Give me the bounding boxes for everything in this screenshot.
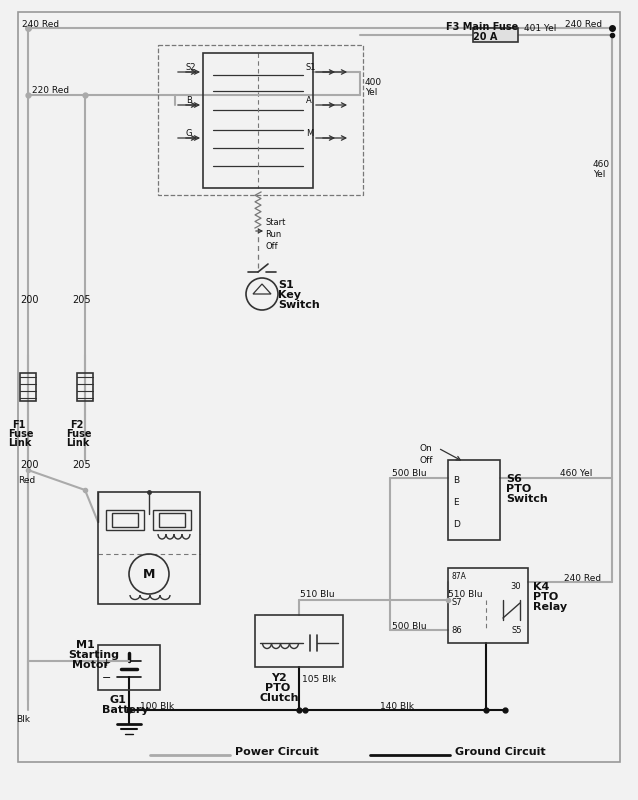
- Text: S2: S2: [186, 63, 197, 72]
- Text: 100 Blk: 100 Blk: [140, 702, 174, 711]
- Text: Link: Link: [8, 438, 31, 448]
- Text: 140 Blk: 140 Blk: [380, 702, 414, 711]
- Bar: [112, 513, 138, 527]
- Text: 240 Red: 240 Red: [565, 20, 602, 29]
- Text: S1: S1: [278, 280, 293, 290]
- Text: 20 A: 20 A: [473, 32, 497, 42]
- Text: Starting: Starting: [68, 650, 119, 660]
- Bar: [448, 568, 528, 643]
- Text: Motor: Motor: [72, 660, 109, 670]
- Text: S6: S6: [506, 474, 522, 484]
- Text: F2: F2: [70, 420, 84, 430]
- Text: 200: 200: [20, 460, 38, 470]
- Text: Run: Run: [265, 230, 281, 239]
- Text: M: M: [143, 567, 155, 581]
- Text: Key: Key: [278, 290, 301, 300]
- Text: −: −: [102, 673, 112, 683]
- Text: Clutch: Clutch: [259, 693, 299, 703]
- Text: D: D: [453, 520, 460, 529]
- Text: B: B: [453, 476, 459, 485]
- Bar: [255, 615, 343, 667]
- Bar: [98, 645, 160, 690]
- Text: 30: 30: [510, 582, 521, 591]
- Text: K4: K4: [533, 582, 549, 592]
- Text: PTO: PTO: [265, 683, 290, 693]
- Text: Ground Circuit: Ground Circuit: [455, 747, 545, 757]
- Text: 86: 86: [451, 626, 462, 635]
- Text: F1: F1: [12, 420, 26, 430]
- Text: PTO: PTO: [533, 592, 558, 602]
- Text: M1: M1: [76, 640, 95, 650]
- Bar: [473, 28, 518, 42]
- Bar: [153, 510, 191, 530]
- Text: Off: Off: [420, 456, 433, 465]
- Text: Blk: Blk: [16, 715, 30, 724]
- Text: 200: 200: [20, 295, 38, 305]
- Text: Link: Link: [66, 438, 89, 448]
- Text: Battery: Battery: [102, 705, 149, 715]
- Text: S7: S7: [451, 598, 462, 607]
- Text: F3 Main Fuse: F3 Main Fuse: [446, 22, 518, 32]
- Bar: [20, 373, 36, 401]
- Bar: [159, 513, 185, 527]
- Text: Start: Start: [265, 218, 285, 227]
- Bar: [448, 460, 500, 540]
- Text: Relay: Relay: [533, 602, 567, 612]
- Text: M: M: [306, 129, 313, 138]
- Text: PTO: PTO: [506, 484, 531, 494]
- Text: 460
Yel: 460 Yel: [593, 160, 610, 179]
- Text: 400
Yel: 400 Yel: [365, 78, 382, 98]
- Text: 500 Blu: 500 Blu: [392, 469, 427, 478]
- Text: +: +: [102, 658, 112, 668]
- Text: Switch: Switch: [278, 300, 320, 310]
- Text: G1: G1: [110, 695, 127, 705]
- Text: Power Circuit: Power Circuit: [235, 747, 319, 757]
- Text: 205: 205: [72, 295, 91, 305]
- Text: S1: S1: [306, 63, 316, 72]
- Text: Fuse: Fuse: [8, 429, 34, 439]
- Text: Y2: Y2: [271, 673, 286, 683]
- Text: A: A: [306, 96, 312, 105]
- Bar: [77, 373, 93, 401]
- Text: B: B: [186, 96, 192, 105]
- Text: On: On: [420, 444, 433, 453]
- Text: 510 Blu: 510 Blu: [448, 590, 482, 599]
- Text: Fuse: Fuse: [66, 429, 91, 439]
- Text: 220 Red: 220 Red: [32, 86, 69, 95]
- Text: 240 Red: 240 Red: [564, 574, 601, 583]
- Text: 401 Yel: 401 Yel: [524, 24, 556, 33]
- Text: 510 Blu: 510 Blu: [300, 590, 334, 599]
- Text: 105 Blk: 105 Blk: [302, 675, 336, 684]
- Text: Red: Red: [18, 476, 35, 485]
- Text: E: E: [453, 498, 459, 507]
- Bar: [98, 492, 200, 604]
- Text: 500 Blu: 500 Blu: [392, 622, 427, 631]
- Text: 460 Yel: 460 Yel: [560, 469, 592, 478]
- Bar: [106, 510, 144, 530]
- Text: Switch: Switch: [506, 494, 548, 504]
- Text: 240 Red: 240 Red: [22, 20, 59, 29]
- Text: 87A: 87A: [451, 572, 466, 581]
- Text: Off: Off: [265, 242, 278, 251]
- Text: 205: 205: [72, 460, 91, 470]
- Text: S5: S5: [511, 626, 521, 635]
- Text: G: G: [186, 129, 193, 138]
